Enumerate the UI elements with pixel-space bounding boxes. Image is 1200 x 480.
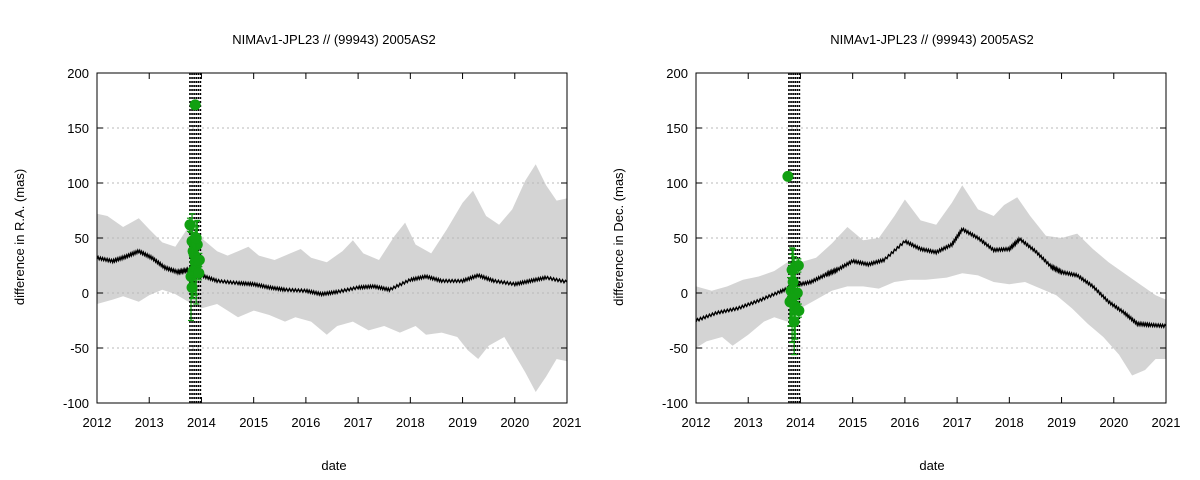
ra-x-tick-label: 2020 [500,415,529,430]
dec-x-tick-label: 2014 [786,415,815,430]
dec-observation-point [793,305,805,317]
dec-x-axis-label: date [919,458,944,473]
ra-x-tick-label: 2012 [83,415,112,430]
ra-y-tick-label: 150 [67,121,89,136]
ra-model-line [96,248,568,298]
ra-x-axis-label: date [321,458,346,473]
ra-observation-point [184,219,196,231]
dec-y-tick-label: 50 [674,231,688,246]
ra-x-tick-label: 2016 [291,415,320,430]
ra-x-tick-label: 2015 [239,415,268,430]
ra-y-tick-label: -50 [70,341,89,356]
ra-observation-point [193,254,205,266]
dec-y-tick-label: 0 [681,286,688,301]
dec-observation-point [782,170,794,182]
ra-y-tick-label: 100 [67,176,89,191]
ra-uncertainty-band [97,164,567,392]
dec-y-tick-label: 200 [666,66,688,81]
dec-chart-title: NIMAv1-JPL23 // (99943) 2005AS2 [830,32,1034,47]
ra-panel: NIMAv1-JPL23 // (99943) 2005AS2 date dif… [12,32,581,473]
dec-x-tick-label: 2012 [682,415,711,430]
dec-x-tick-label: 2018 [995,415,1024,430]
dec-observation-point [786,293,798,304]
ra-y-tick-label: 0 [82,286,89,301]
dec-observation-point [788,316,800,328]
dec-uncertainty-band [696,185,1166,376]
ra-y-tick-label: 50 [75,231,89,246]
dec-x-tick-label: 2015 [838,415,867,430]
ra-y-tick-label: -100 [63,396,89,411]
ra-x-tick-label: 2014 [187,415,216,430]
dec-x-tick-label: 2016 [890,415,919,430]
dec-x-tick-label: 2020 [1099,415,1128,430]
ra-x-tick-label: 2019 [448,415,477,430]
ra-x-tick-label: 2013 [135,415,164,430]
dec-y-axis-label: difference in Dec. (mas) [611,168,626,306]
ra-y-axis-label: difference in R.A. (mas) [12,169,27,305]
dec-x-tick-label: 2021 [1152,415,1181,430]
ra-y-tick-label: 200 [67,66,89,81]
dec-y-tick-label: 100 [666,176,688,191]
ra-observation-point [190,232,202,244]
dec-panel: NIMAv1-JPL23 // (99943) 2005AS2 date dif… [611,32,1180,473]
dec-x-tick-label: 2013 [734,415,763,430]
dec-y-tick-label: -50 [669,341,688,356]
dec-x-tick-label: 2017 [943,415,972,430]
ra-chart-title: NIMAv1-JPL23 // (99943) 2005AS2 [232,32,436,47]
ra-x-tick-label: 2018 [396,415,425,430]
ra-observation-point [186,282,198,293]
dec-y-tick-label: 150 [666,121,688,136]
ra-x-tick-label: 2021 [553,415,582,430]
dec-y-tick-label: -100 [662,396,688,411]
dec-x-tick-label: 2019 [1047,415,1076,430]
ra-x-tick-label: 2017 [344,415,373,430]
ra-observation-point [189,99,201,111]
ra-observation-point [193,267,205,279]
